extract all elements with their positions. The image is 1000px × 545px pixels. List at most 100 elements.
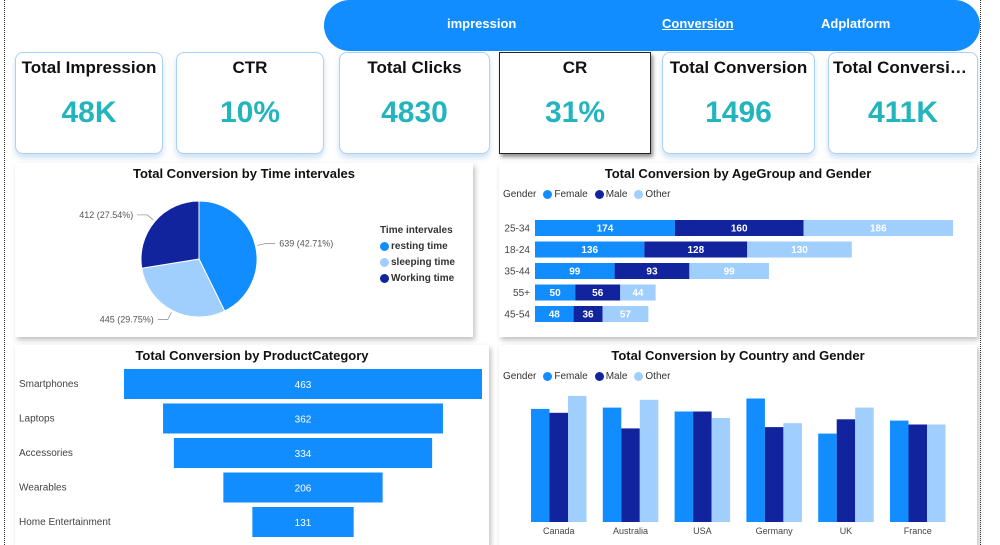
age-bar-segment-female[interactable] — [535, 263, 615, 279]
country-bar-male[interactable] — [908, 424, 928, 523]
nav-adplatform[interactable]: Adplatform — [821, 16, 891, 31]
legend-item-working[interactable]: Working time — [380, 273, 454, 284]
age-bar-segment-other[interactable] — [602, 306, 649, 322]
kpi-card-total-impression[interactable]: Total Impression 48K — [15, 52, 163, 154]
legend-dot-icon — [543, 190, 553, 199]
legend-item-other[interactable]: Other — [634, 371, 670, 382]
age-legend: Gender Female Male Other — [503, 189, 673, 200]
age-bar-segment-female[interactable] — [535, 220, 675, 236]
chart-title: Total Conversion by Time intervales — [132, 166, 356, 181]
country-bar-male[interactable] — [836, 419, 856, 522]
nav-conversion[interactable]: Conversion — [662, 16, 734, 31]
age-category-label: 55+ — [513, 288, 530, 299]
product-funnel-bar[interactable] — [124, 369, 482, 399]
product-funnel-bar[interactable] — [252, 507, 354, 537]
pie-leader-line — [257, 243, 276, 246]
age-category-label: 35-44 — [504, 267, 530, 278]
age-bar-segment-other[interactable] — [803, 220, 954, 236]
age-bar-segment-other[interactable] — [620, 284, 656, 301]
legend-item-other[interactable]: Other — [634, 189, 670, 200]
panel-time-intervals[interactable]: Total Conversion by Time intervales 639 … — [15, 163, 473, 337]
kpi-title: Total Conversio... — [833, 58, 975, 77]
country-bar-female[interactable] — [531, 408, 550, 522]
age-data-label: 99 — [724, 267, 736, 278]
country-bar-male[interactable] — [549, 412, 569, 522]
pie-slice-working-time[interactable] — [140, 200, 200, 269]
product-data-label: 362 — [295, 415, 312, 426]
country-category-label: Australia — [613, 526, 648, 536]
pie-slice-sleeping-time[interactable] — [141, 258, 226, 318]
age-bar-segment-female[interactable] — [535, 241, 645, 258]
age-bar-segment-female[interactable] — [535, 284, 576, 301]
panel-agegroup-gender[interactable]: Total Conversion by AgeGroup and Gender … — [499, 163, 977, 337]
kpi-value: 31% — [544, 96, 606, 129]
product-data-label: 206 — [295, 484, 312, 495]
legend-label: Working time — [391, 273, 455, 284]
age-bar-segment-male[interactable] — [674, 220, 804, 236]
kpi-card-total-clicks[interactable]: Total Clicks 4830 — [339, 52, 490, 154]
country-bar-other[interactable] — [639, 399, 659, 522]
country-bar-other[interactable] — [783, 423, 802, 522]
kpi-title: CTR — [232, 58, 268, 77]
country-bar-female[interactable] — [674, 411, 694, 523]
age-category-label: 45-54 — [504, 310, 530, 321]
country-bar-male[interactable] — [764, 427, 784, 522]
country-bar-female[interactable] — [602, 407, 622, 522]
country-bar-female[interactable] — [818, 433, 837, 522]
kpi-card-ctr[interactable]: CTR 10% — [176, 52, 324, 154]
pie-leader-line — [137, 214, 154, 221]
legend-label: Other — [645, 189, 671, 200]
age-data-label: 174 — [597, 224, 614, 235]
age-bar-segment-female[interactable] — [535, 306, 574, 322]
kpi-card-cr[interactable]: CR 31% — [499, 52, 651, 154]
kpi-title: Total Impression — [21, 58, 157, 77]
kpi-card-total-conversion-value[interactable]: Total Conversio... 411K — [828, 52, 978, 154]
product-category-label: Home Entertainment — [19, 517, 111, 528]
product-category-label: Laptops — [19, 414, 55, 425]
legend-title: Gender — [503, 189, 537, 200]
legend-label: Female — [554, 371, 588, 382]
age-data-label: 57 — [620, 310, 632, 321]
age-data-label: 48 — [549, 310, 561, 321]
pie-slice-resting-time[interactable] — [198, 200, 258, 312]
country-bar-female[interactable] — [890, 420, 909, 522]
age-bar-segment-male[interactable] — [614, 263, 690, 279]
age-bar-segment-other[interactable] — [689, 263, 769, 279]
product-category-label: Accessories — [19, 448, 73, 459]
kpi-title: CR — [562, 58, 588, 77]
age-bar-segment-male[interactable] — [575, 284, 621, 301]
kpi-value: 48K — [61, 96, 117, 129]
legend-label: Male — [605, 371, 628, 382]
product-funnel-bar[interactable] — [173, 438, 433, 468]
legend-item-female[interactable]: Female — [543, 189, 588, 200]
panel-product-category[interactable]: Total Conversion by ProductCategory Smar… — [15, 345, 489, 545]
age-bar-segment-male[interactable] — [644, 241, 748, 258]
legend-item-sleeping[interactable]: sleeping time — [380, 257, 455, 268]
country-bar-other[interactable] — [568, 395, 587, 522]
country-bar-male[interactable] — [621, 428, 640, 522]
legend-label: Female — [554, 189, 588, 200]
legend-item-resting[interactable]: resting time — [380, 241, 448, 252]
legend-dot-icon — [594, 190, 604, 199]
kpi-card-total-conversion[interactable]: Total Conversion 1496 — [662, 52, 815, 154]
country-bar-female[interactable] — [746, 398, 765, 523]
nav-impression[interactable]: impression — [447, 16, 517, 31]
age-data-label: 160 — [731, 224, 748, 235]
country-bar-male[interactable] — [693, 411, 712, 523]
legend-item-female[interactable]: Female — [543, 371, 588, 382]
country-bar-other[interactable] — [927, 424, 946, 523]
pie-leader-line — [157, 312, 172, 320]
legend-item-male[interactable]: Male — [594, 189, 627, 200]
country-bar-other[interactable] — [855, 407, 874, 522]
legend-item-male[interactable]: Male — [594, 371, 628, 382]
product-funnel-bar[interactable] — [163, 403, 443, 434]
age-bar-segment-other[interactable] — [747, 241, 852, 258]
canvas-border-right — [980, 0, 981, 545]
age-bar-segment-male[interactable] — [573, 306, 603, 322]
age-bar-chart: 25-34 174 160 186 18-24 136 128 130 35-44 99 93 99 5… — [504, 220, 954, 322]
legend-dot-icon — [594, 372, 604, 381]
chart-title: Total Conversion by ProductCategory — [135, 348, 369, 363]
country-bar-other[interactable] — [711, 418, 731, 522]
product-funnel-bar[interactable] — [223, 472, 383, 503]
panel-country-gender[interactable]: Total Conversion by Country and Gender G… — [499, 345, 977, 545]
